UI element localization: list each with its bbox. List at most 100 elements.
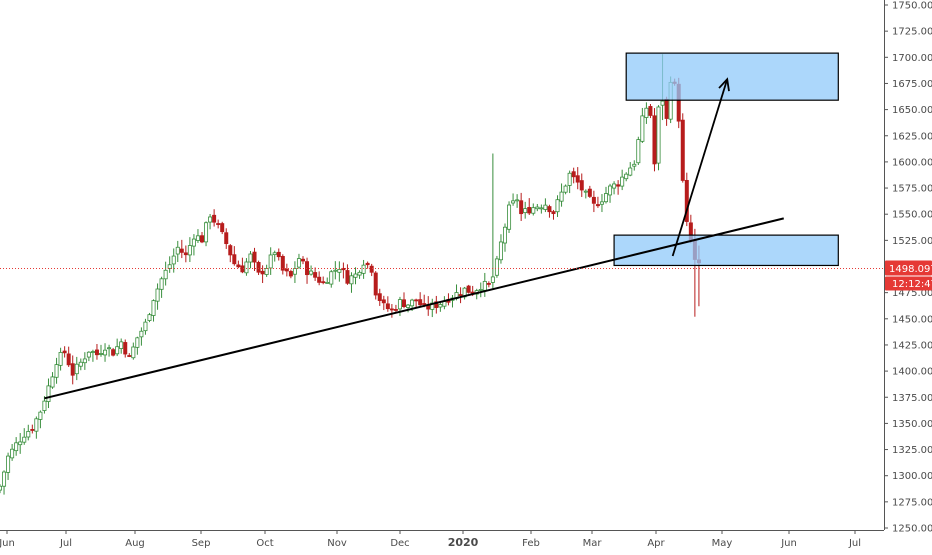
candle-body: [507, 204, 512, 230]
x-tick-label: Apr: [647, 538, 665, 549]
candle-body: [54, 364, 59, 378]
candle-body: [175, 246, 180, 255]
candle-body: [680, 119, 685, 181]
x-tick-label: Dec: [390, 538, 409, 549]
candle-body: [103, 349, 108, 356]
candle-body: [393, 309, 398, 311]
candle-body: [167, 264, 172, 269]
candle-body: [515, 199, 520, 202]
demand-zone-box: [613, 234, 839, 267]
candle-body: [78, 361, 83, 367]
candle-body: [224, 232, 229, 245]
candle-body: [70, 363, 75, 376]
candle-body: [216, 223, 221, 225]
candle-body: [212, 214, 217, 223]
candle-body: [608, 185, 613, 196]
current-price-tag: [885, 260, 932, 276]
candle-body: [567, 172, 572, 186]
candle-body: [579, 180, 584, 191]
x-tick-label: Mar: [583, 538, 603, 549]
candle-body: [2, 471, 7, 487]
candle-body: [90, 351, 95, 353]
candle-body: [292, 268, 297, 275]
countdown-label: 12:12:47: [892, 279, 932, 290]
y-tick-label: 1575.000: [892, 184, 932, 195]
x-tick-label: Sep: [192, 538, 211, 549]
candle-body: [664, 98, 669, 119]
y-tick-label: 1400.000: [892, 367, 932, 378]
candle-body: [22, 436, 27, 443]
countdown-tag: [885, 276, 932, 291]
candle-body: [14, 442, 19, 452]
y-tick-label: 1375.000: [892, 393, 932, 404]
candle-body: [309, 270, 314, 275]
candle-body: [410, 299, 415, 307]
supply-zone-box: [625, 52, 839, 101]
candle-body: [325, 281, 330, 284]
x-tick-label: Aug: [125, 538, 145, 549]
candle-body: [527, 207, 532, 214]
candle-body: [313, 272, 318, 278]
candle-body: [244, 261, 249, 274]
candle-body: [587, 188, 592, 197]
y-tick-label: 1300.000: [892, 471, 932, 482]
candle-body: [616, 184, 621, 187]
y-tick-label: 1625.000: [892, 131, 932, 142]
y-tick-label: 1700.000: [892, 53, 932, 64]
candle-body: [357, 271, 362, 276]
candle-body: [333, 269, 338, 272]
candle-body: [632, 163, 637, 167]
candle-body: [583, 190, 588, 193]
candle-body: [82, 358, 87, 364]
candle-body: [624, 173, 629, 180]
candle-body: [236, 264, 241, 268]
candle-body: [208, 216, 213, 223]
candle-body: [377, 293, 382, 301]
candle-body: [389, 308, 394, 311]
candle-body: [636, 139, 641, 164]
y-tick-label: 1475.000: [892, 288, 932, 299]
candle-body: [191, 238, 196, 247]
candle-body: [155, 288, 160, 302]
candle-body: [438, 304, 443, 308]
candle-body: [329, 271, 334, 285]
candle-body: [559, 191, 564, 202]
candle-body: [418, 299, 423, 306]
candle-body: [179, 248, 184, 253]
candle-body: [131, 346, 136, 359]
candle-body: [34, 418, 39, 432]
candle-body: [684, 180, 689, 222]
candle-body: [147, 314, 152, 321]
candle-body: [296, 258, 301, 268]
y-tick-label: 1750.000: [892, 1, 932, 12]
candle-body: [248, 253, 253, 263]
candle-body: [349, 275, 354, 285]
candle-body: [111, 349, 116, 356]
candle-body: [406, 304, 411, 308]
candle-body: [62, 350, 67, 354]
candle-body: [280, 256, 285, 271]
candle-body: [543, 204, 548, 210]
candle-body: [187, 245, 192, 256]
candle-body: [337, 269, 342, 273]
y-tick-label: 1350.000: [892, 419, 932, 430]
candle-body: [256, 262, 261, 273]
y-tick-label: 1675.000: [892, 79, 932, 90]
candle-body: [99, 353, 104, 355]
candle-body: [640, 115, 645, 142]
candle-body: [220, 223, 225, 233]
candle-body: [276, 251, 281, 258]
candle-body: [46, 385, 51, 402]
candle-body: [660, 100, 665, 106]
candle-body: [466, 285, 471, 293]
candle-body: [628, 167, 633, 176]
candle-body: [539, 207, 544, 210]
candle-body: [612, 183, 617, 189]
candle-body: [127, 355, 132, 357]
candle-body: [498, 241, 503, 261]
candle-body: [321, 281, 326, 284]
candle-body: [228, 245, 233, 256]
